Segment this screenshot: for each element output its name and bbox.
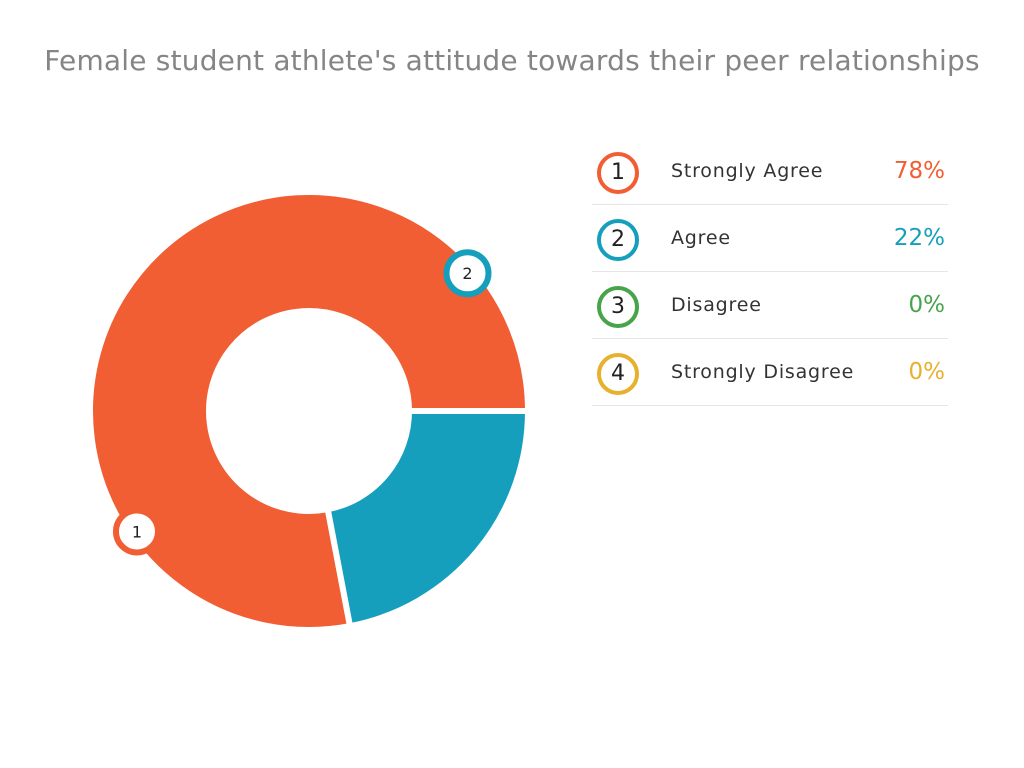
legend-label: Strongly Disagree: [671, 361, 855, 383]
legend-number-badge: 3: [597, 286, 639, 328]
slice-badge-1: [112, 507, 161, 556]
legend: 1 Strongly Agree 78% 2 Agree 22% 3 Disagree 0% 4 S…: [592, 138, 948, 406]
legend-item: 1 Strongly Agree 78%: [592, 138, 948, 205]
legend-label: Agree: [671, 227, 731, 249]
legend-item: 2 Agree 22%: [592, 205, 948, 272]
legend-label: Disagree: [671, 294, 762, 316]
slice-badge-2: [443, 249, 492, 298]
legend-label: Strongly Agree: [671, 160, 824, 182]
legend-item: 4 Strongly Disagree 0%: [592, 339, 948, 406]
legend-value: 78%: [893, 158, 945, 184]
legend-number-badge: 4: [597, 353, 639, 395]
legend-number-badge: 2: [597, 219, 639, 261]
donut-slice-1: [87, 189, 532, 633]
legend-value: 0%: [908, 359, 946, 385]
legend-value: 22%: [893, 225, 945, 251]
legend-value: 0%: [908, 292, 946, 318]
slice-badge-number-1: 1: [132, 522, 142, 541]
slice-badge-number-2: 2: [462, 264, 472, 283]
legend-number-badge: 1: [597, 152, 639, 194]
donut-slice-2: [324, 408, 532, 630]
chart-title: Female student athlete's attitude toward…: [44, 44, 980, 77]
legend-item: 3 Disagree 0%: [592, 272, 948, 339]
